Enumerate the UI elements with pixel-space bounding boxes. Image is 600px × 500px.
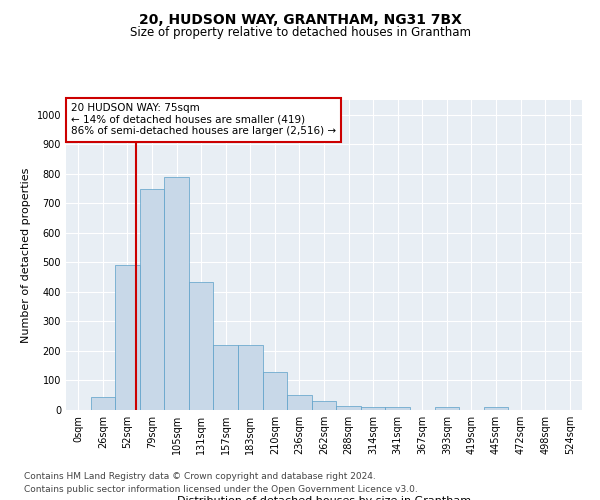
Text: 20, HUDSON WAY, GRANTHAM, NG31 7BX: 20, HUDSON WAY, GRANTHAM, NG31 7BX: [139, 12, 461, 26]
X-axis label: Distribution of detached houses by size in Grantham: Distribution of detached houses by size …: [177, 496, 471, 500]
Bar: [385, 407, 410, 410]
Bar: [336, 406, 361, 410]
Bar: [287, 395, 312, 410]
Text: 20 HUDSON WAY: 75sqm
← 14% of detached houses are smaller (419)
86% of semi-deta: 20 HUDSON WAY: 75sqm ← 14% of detached h…: [71, 103, 336, 136]
Bar: [312, 401, 336, 410]
Bar: [263, 372, 287, 410]
Bar: [164, 177, 189, 410]
Text: Contains public sector information licensed under the Open Government Licence v3: Contains public sector information licen…: [24, 485, 418, 494]
Y-axis label: Number of detached properties: Number of detached properties: [21, 168, 31, 342]
Bar: [140, 188, 164, 410]
Text: Size of property relative to detached houses in Grantham: Size of property relative to detached ho…: [130, 26, 470, 39]
Bar: [189, 282, 214, 410]
Bar: [238, 345, 263, 410]
Text: Contains HM Land Registry data © Crown copyright and database right 2024.: Contains HM Land Registry data © Crown c…: [24, 472, 376, 481]
Bar: [214, 345, 238, 410]
Bar: [484, 407, 508, 410]
Bar: [91, 398, 115, 410]
Bar: [361, 407, 385, 410]
Bar: [115, 266, 140, 410]
Bar: [434, 407, 459, 410]
